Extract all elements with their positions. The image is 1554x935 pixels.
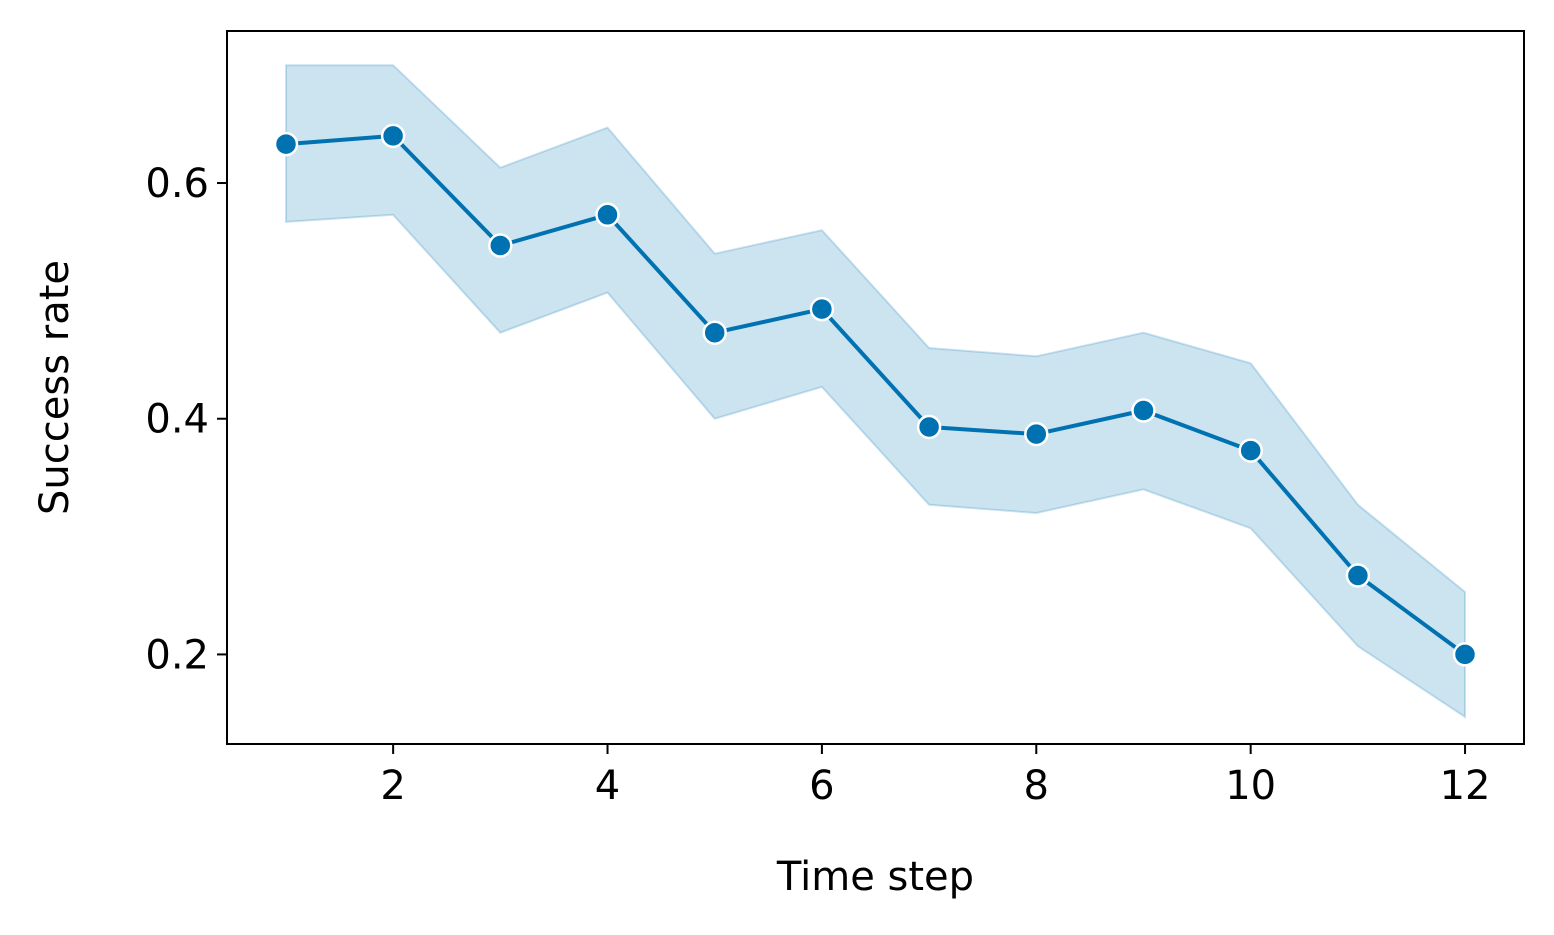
x-tick-label: 10 [1225, 763, 1276, 809]
data-point-11 [1345, 563, 1371, 588]
plot-area-frame [226, 30, 1525, 745]
series-line-layer [285, 133, 1467, 657]
data-point-1 [273, 131, 299, 157]
x-axis-ticks: 2 4 6 8 10 12 [380, 744, 1490, 809]
x-tick-label: 6 [809, 763, 834, 809]
confidence-band [285, 64, 1466, 719]
marker-layer [273, 123, 1478, 667]
series-line [285, 133, 1467, 657]
data-point-5 [702, 320, 727, 345]
confidence-band-layer [285, 64, 1466, 719]
data-point-6 [809, 296, 835, 322]
data-point-3 [488, 233, 513, 258]
x-tick-label: 12 [1440, 763, 1491, 809]
data-point-8 [1024, 421, 1049, 447]
data-point-9 [1131, 398, 1156, 423]
x-axis-label: Time step [776, 854, 974, 900]
data-point-7 [916, 414, 942, 440]
x-tick-label: 2 [380, 763, 405, 809]
data-point-2 [380, 123, 406, 149]
y-axis-label: Success rate [32, 260, 78, 515]
y-tick-label: 0.2 [145, 632, 209, 678]
y-tick-label: 0.4 [145, 397, 209, 443]
data-point-4 [595, 202, 620, 228]
x-tick-label: 8 [1024, 763, 1049, 809]
data-point-10 [1238, 438, 1263, 463]
y-tick-label: 0.6 [145, 161, 209, 207]
x-tick-label: 4 [595, 763, 620, 809]
y-axis-ticks: 0.2 0.4 0.6 [145, 161, 227, 678]
data-point-12 [1452, 642, 1478, 667]
